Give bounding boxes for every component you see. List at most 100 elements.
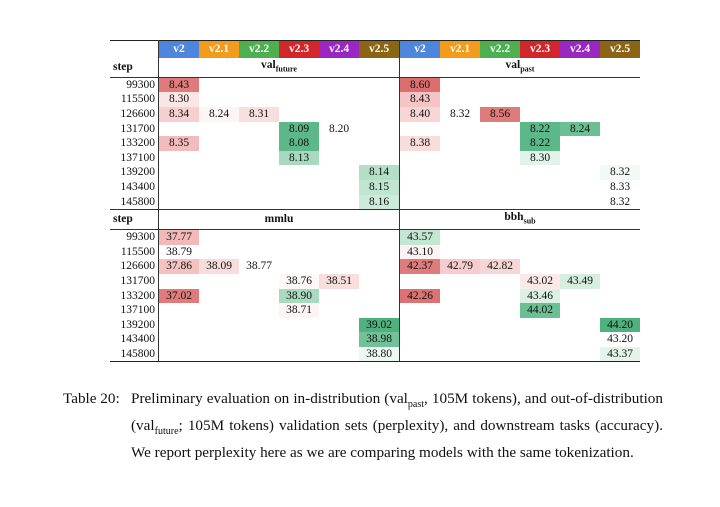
- empty-cell: [279, 92, 319, 107]
- empty-cell: [600, 274, 640, 289]
- empty-cell: [159, 122, 200, 137]
- score-cell: 43.49: [560, 273, 600, 289]
- score-cell: 43.57: [399, 229, 440, 245]
- score-cell: 8.33: [609, 181, 631, 194]
- empty-cell: [560, 259, 600, 274]
- empty-cell: [440, 151, 480, 166]
- empty-cell: [359, 303, 400, 318]
- corner-cell: [110, 40, 159, 58]
- empty-cell: [319, 195, 359, 210]
- score-cell: 8.35: [158, 136, 199, 151]
- step-label: step: [110, 58, 159, 78]
- group-name: bbh: [504, 211, 524, 224]
- empty-cell: [520, 165, 560, 180]
- score-cell: 8.32: [609, 195, 631, 208]
- empty-cell: [279, 180, 319, 195]
- score-cell: 8.32: [600, 165, 640, 181]
- data-row: 137100 38.71 44.02: [110, 303, 640, 318]
- empty-cell: [199, 136, 239, 151]
- empty-cell: [400, 332, 441, 347]
- empty-cell: [319, 318, 359, 333]
- empty-cell: [199, 195, 239, 210]
- empty-cell: [440, 274, 480, 289]
- empty-cell: [480, 346, 520, 363]
- score-cell: 8.30: [520, 150, 560, 166]
- score-cell: 8.31: [239, 107, 279, 122]
- empty-cell: [319, 180, 359, 195]
- empty-cell: [520, 77, 560, 92]
- section-header-row: step mmlu bbhsub: [110, 209, 640, 231]
- header-row: v2 v2.1 v2.2 v2.3 v2.4 v2.5 v2 v2.1 v2.2 v2.3 v2.4…: [110, 40, 640, 58]
- step-cell: 133200: [110, 288, 159, 304]
- empty-cell: [400, 274, 441, 289]
- version-header: v2.1: [440, 40, 480, 58]
- results-table: v2 v2.1 v2.2 v2.3 v2.4 v2.5 v2 v2.1 v2.2 v2.3 v2.4…: [110, 40, 640, 363]
- score-cell: 8.32: [449, 108, 471, 121]
- data-row: 143400 38.98 43.20: [110, 332, 640, 347]
- empty-cell: [158, 346, 199, 363]
- score-cell: 37.02: [158, 288, 199, 304]
- empty-cell: [279, 259, 319, 274]
- step-cell: 115500: [110, 92, 159, 108]
- caption-label: Table 20:: [63, 390, 120, 407]
- score-cell: 8.43: [399, 92, 440, 108]
- empty-cell: [560, 303, 600, 318]
- empty-cell: [600, 92, 640, 107]
- empty-cell: [199, 151, 239, 166]
- empty-cell: [560, 107, 600, 122]
- empty-cell: [560, 92, 600, 107]
- empty-cell: [199, 245, 239, 260]
- score-cell: 44.02: [520, 303, 560, 318]
- data-row: 145800 38.80 43.37: [110, 346, 640, 363]
- data-row: 126600 37.86 38.09 38.77 42.37 42.79 42.82: [110, 259, 640, 274]
- empty-cell: [560, 346, 600, 363]
- version-header: v2.4: [560, 40, 600, 58]
- empty-cell: [319, 245, 359, 260]
- version-header: v2.2: [480, 40, 520, 58]
- empty-cell: [159, 151, 200, 166]
- empty-cell: [319, 332, 359, 347]
- empty-cell: [480, 165, 520, 180]
- empty-cell: [560, 136, 600, 151]
- score-cell: 38.77: [246, 260, 272, 273]
- data-row: 126600 8.34 8.24 8.31 8.40 8.32 8.56: [110, 107, 640, 122]
- data-row: 99300 8.43 8.60: [110, 77, 640, 93]
- empty-cell: [440, 122, 480, 137]
- score-cell: 38.98: [359, 332, 400, 347]
- empty-cell: [520, 180, 560, 195]
- score-cell: 43.37: [600, 346, 640, 363]
- caption-run: , 105M tokens), and out-of-distribution …: [131, 390, 663, 435]
- empty-cell: [359, 273, 400, 289]
- score-cell: 8.09: [279, 121, 319, 137]
- empty-cell: [440, 303, 480, 318]
- empty-cell: [199, 165, 239, 180]
- data-row: 131700 8.09 8.20 8.22 8.24: [110, 121, 640, 137]
- empty-cell: [359, 121, 400, 137]
- score-cell: 8.16: [359, 194, 400, 210]
- empty-cell: [359, 92, 400, 108]
- empty-cell: [600, 122, 640, 137]
- empty-cell: [319, 107, 359, 122]
- data-row: 145800 8.16 8.32: [110, 194, 640, 210]
- empty-cell: [359, 244, 400, 260]
- score-cell: 8.40: [399, 107, 440, 122]
- empty-cell: [359, 229, 400, 245]
- empty-cell: [440, 180, 480, 195]
- version-header: v2: [399, 40, 440, 58]
- empty-cell: [600, 289, 640, 304]
- step-cell: 145800: [110, 346, 159, 363]
- group-name: val: [505, 59, 521, 71]
- empty-cell: [480, 289, 520, 304]
- step-cell: 99300: [110, 229, 159, 245]
- empty-cell: [199, 274, 239, 289]
- version-header: v2: [158, 40, 199, 58]
- section-header-row: step valfuture valpast: [110, 58, 640, 78]
- step-cell: 139200: [110, 165, 159, 181]
- score-cell: 43.20: [607, 333, 633, 346]
- step-cell: 139200: [110, 317, 159, 333]
- empty-cell: [520, 245, 560, 260]
- version-header: v2.5: [600, 40, 640, 58]
- empty-cell: [159, 303, 200, 318]
- empty-cell: [520, 195, 560, 210]
